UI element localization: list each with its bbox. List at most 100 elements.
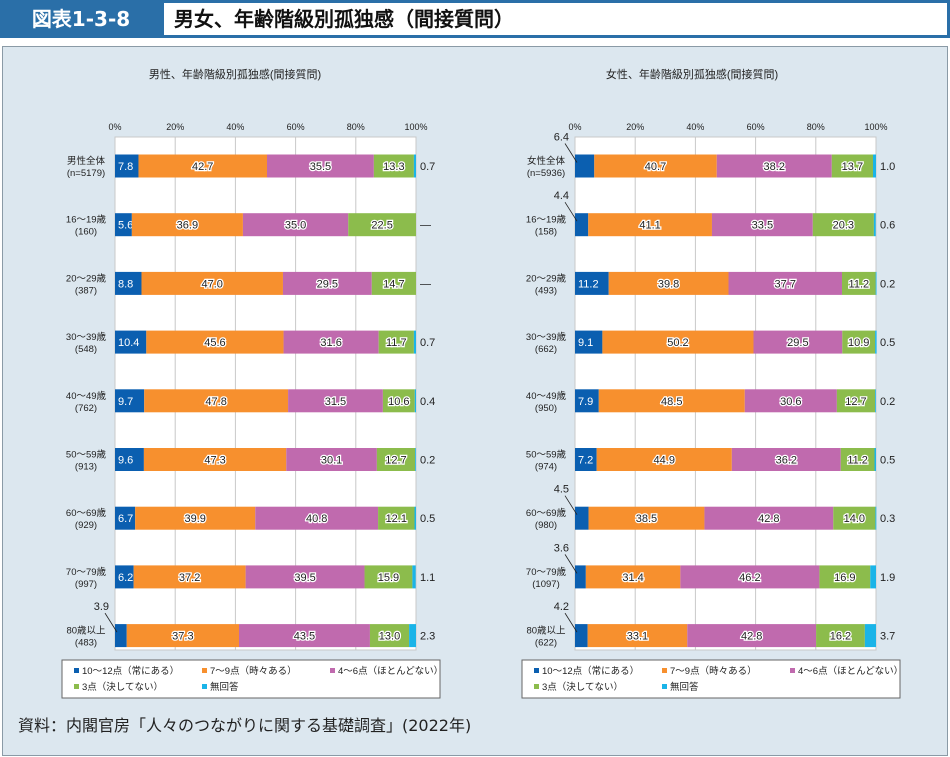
category-n-label: (483) <box>75 638 97 649</box>
bar-segment-no_answer <box>873 213 876 237</box>
bar-segment-sometimes <box>602 330 754 354</box>
category-label: 30～39歳 <box>526 331 567 343</box>
legend-swatch-always <box>534 668 539 673</box>
leader-line <box>564 612 578 633</box>
category-label: 70～79歳 <box>526 566 567 578</box>
legend-label: 7～9点（時々ある） <box>670 665 757 677</box>
bar-segment-no_answer <box>413 154 416 178</box>
bar-segment-no_answer <box>875 389 876 413</box>
legend-swatch-no_answer <box>662 684 667 689</box>
x-tick-label: 80% <box>347 122 365 132</box>
bar-segment-never <box>836 389 876 413</box>
data-label: 12.7 <box>845 396 866 408</box>
title-box: 男女、年齢階級別孤独感（間接質問） <box>164 3 947 35</box>
bar-segment-sometimes <box>133 565 246 589</box>
bar-segment-rarely <box>728 271 842 295</box>
data-label: 41.1 <box>639 220 660 232</box>
data-label: 7.2 <box>578 455 593 467</box>
legend-swatch-rarely <box>330 668 335 673</box>
category-label: 30～39歳 <box>66 331 107 343</box>
bar-segment-never <box>819 565 871 589</box>
category-label: 16～19歳 <box>526 214 567 226</box>
data-label: 40.8 <box>306 513 327 525</box>
legend-swatch-sometimes <box>202 668 207 673</box>
bar-segment-never <box>842 330 876 354</box>
category-n-label: (n=5936) <box>527 168 565 179</box>
data-label: 13.3 <box>383 161 404 173</box>
data-label: 13.0 <box>379 631 400 643</box>
figure-header: 図表1-3-8 男女、年齢階級別孤独感（間接質問） <box>0 0 950 38</box>
data-label: 36.9 <box>177 220 198 232</box>
bar-segment-sometimes <box>143 448 287 471</box>
data-label: 48.5 <box>661 396 682 408</box>
category-n-label: (622) <box>535 638 557 649</box>
category-n-label: (387) <box>75 285 97 296</box>
data-label: 38.2 <box>764 161 785 173</box>
leader-line <box>564 201 578 222</box>
bar-segment-always <box>575 271 609 295</box>
data-label: 33.5 <box>752 220 773 232</box>
no-answer-label: 0.5 <box>880 455 895 467</box>
legend-swatch-no_answer <box>202 684 207 689</box>
category-label: 70～79歳 <box>66 566 107 578</box>
no-answer-label: 1.9 <box>880 572 895 584</box>
bar-segment-never <box>348 213 416 237</box>
no-answer-label: 1.1 <box>420 572 435 584</box>
data-label-outside: 6.4 <box>554 132 569 144</box>
bar-segment-no_answer <box>864 624 876 648</box>
legend-label: 無回答 <box>670 681 699 693</box>
category-n-label: (762) <box>75 403 97 414</box>
category-n-label: (493) <box>535 285 557 296</box>
figure-title: 男女、年齢階級別孤独感（間接質問） <box>174 7 514 31</box>
bar-segment-sometimes <box>144 389 289 413</box>
leader-line <box>104 612 118 633</box>
bar-segment-never <box>840 448 875 471</box>
bar-segment-always <box>575 213 589 237</box>
data-label: 35.0 <box>285 220 306 232</box>
data-label: 5.6 <box>118 220 133 232</box>
category-label: 男性全体 <box>67 155 106 167</box>
bar-segment-no_answer <box>413 330 416 354</box>
category-label: 60～69歳 <box>66 507 107 519</box>
x-tick-label: 40% <box>686 122 704 132</box>
bar-segment-rarely <box>267 154 374 178</box>
bar-segment-always <box>115 154 139 178</box>
bar-segment-sometimes <box>138 154 268 178</box>
legend-box <box>521 659 901 699</box>
data-label: 20.3 <box>833 220 854 232</box>
no-answer-label: 0.4 <box>420 396 435 408</box>
legend-label: 7～9点（時々ある） <box>210 665 297 677</box>
x-tick-label: 20% <box>626 122 644 132</box>
bar-segment-always <box>115 448 144 471</box>
bar-segment-never <box>373 154 414 178</box>
data-label-outside: 4.2 <box>554 601 569 613</box>
data-label: 16.9 <box>834 572 855 584</box>
data-label: 37.2 <box>179 572 200 584</box>
x-tick-label: 80% <box>807 122 825 132</box>
bar-segment-sometimes <box>135 506 256 530</box>
category-label: 16～19歳 <box>66 214 107 226</box>
category-n-label: (548) <box>75 344 97 355</box>
data-label: 46.2 <box>739 572 760 584</box>
bar-segment-no_answer <box>875 506 877 530</box>
figure-label: 図表1-3-8 <box>31 7 131 31</box>
category-n-label: (662) <box>535 344 557 355</box>
legend-swatch-never <box>74 684 79 689</box>
category-n-label: (1097) <box>532 579 559 590</box>
bar-segment-no_answer <box>870 565 876 589</box>
no-answer-label: — <box>420 278 431 290</box>
data-label: 42.8 <box>758 513 779 525</box>
bar-segment-sometimes <box>588 213 712 237</box>
data-label: 47.3 <box>204 455 225 467</box>
bar-segment-always <box>115 213 132 237</box>
bar-segment-always <box>115 389 145 413</box>
data-label-outside: 3.9 <box>94 601 109 613</box>
data-label: 10.6 <box>388 396 409 408</box>
x-tick-label: 100% <box>864 122 887 132</box>
legend-swatch-rarely <box>790 668 795 673</box>
bar-segment-no_answer <box>415 448 416 471</box>
category-label: 50～59歳 <box>66 449 107 461</box>
data-label: 11.2 <box>847 455 868 467</box>
x-tick-label: 0% <box>108 122 121 132</box>
legend-swatch-never <box>534 684 539 689</box>
